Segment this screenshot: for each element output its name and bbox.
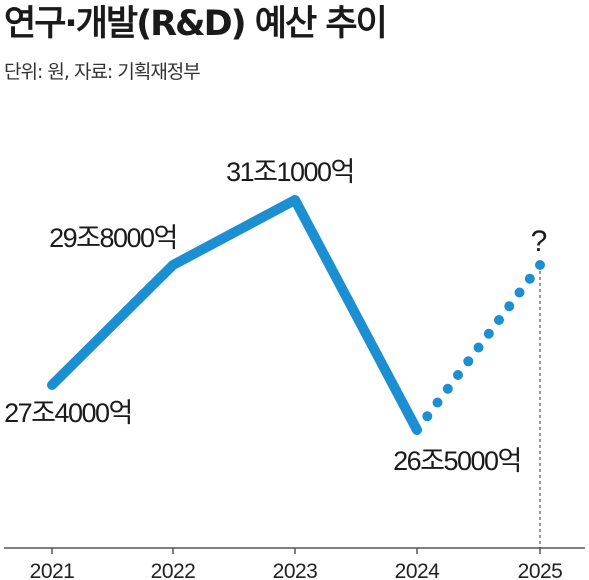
series-dot-projection bbox=[504, 301, 515, 312]
series-dot-projection bbox=[524, 273, 535, 284]
data-label: 29조8000억 bbox=[49, 223, 177, 253]
series-dot-projection bbox=[432, 397, 443, 408]
series-dot-projection bbox=[535, 260, 545, 270]
chart-subtitle: 단위: 원, 자료: 기획재정부 bbox=[4, 61, 201, 83]
series-dot-projection bbox=[494, 315, 504, 325]
series-dot-projection bbox=[422, 411, 433, 422]
series-dot-projection bbox=[483, 328, 494, 339]
data-label: 26조5000억 bbox=[393, 446, 521, 476]
series-dot-projection bbox=[473, 342, 484, 353]
x-tick-label: 2022 bbox=[151, 560, 196, 580]
series-dot-projection bbox=[463, 356, 474, 367]
chart-title: 연구·개발(R&D) 예산 추이 bbox=[4, 4, 388, 44]
series-dot-projection bbox=[453, 370, 463, 380]
series-dot-projection bbox=[442, 383, 453, 394]
series-dot-projection bbox=[514, 287, 525, 298]
data-label: 31조1000억 bbox=[226, 157, 354, 187]
x-tick-label: 2021 bbox=[30, 560, 75, 580]
data-label: 27조4000억 bbox=[4, 398, 132, 428]
series-line-actual bbox=[47, 195, 422, 435]
x-tick-label: 2024 bbox=[395, 560, 441, 580]
x-tick-label: 2023 bbox=[273, 560, 318, 580]
data-label-unknown: ? bbox=[531, 225, 548, 258]
x-tick-label: 2025 bbox=[518, 560, 563, 580]
